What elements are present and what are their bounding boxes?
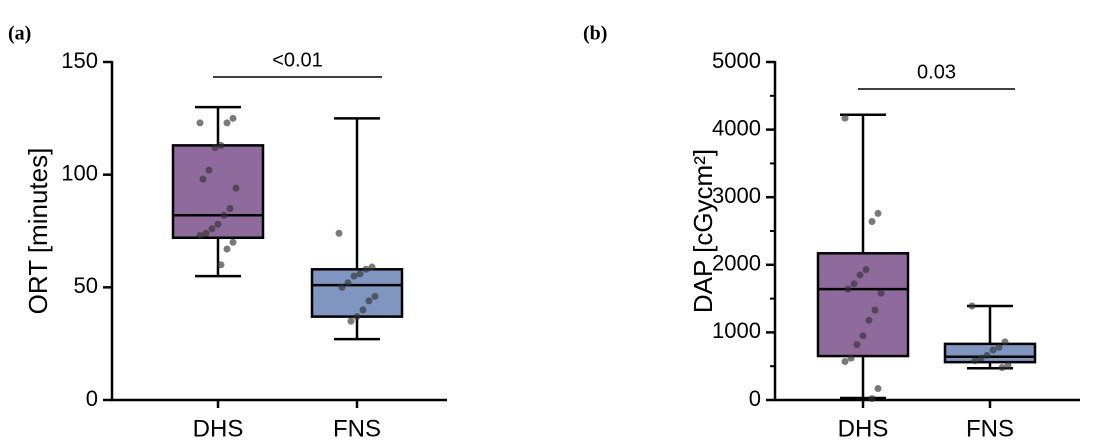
data-point [199,175,207,183]
data-point [353,313,361,321]
y-tick-label: 2000 [712,251,761,276]
y-tick-label: 150 [61,48,98,73]
data-point [847,354,855,362]
data-point [850,280,858,288]
data-point [338,283,346,291]
data-point [841,357,849,365]
data-point [217,141,225,149]
data-point [208,225,216,233]
x-tick-label: FNS [333,415,381,442]
data-point [874,209,882,217]
data-point [229,114,237,122]
data-point [344,279,352,287]
panel-label: (a) [8,23,31,45]
data-point [1004,362,1012,370]
x-tick-label: FNS [966,415,1014,442]
box [943,342,1037,364]
data-point [371,292,379,300]
data-point [968,302,976,310]
data-point [977,354,985,362]
significance-label: 0.03 [917,61,956,83]
data-point [841,114,849,122]
data-point [859,332,867,340]
data-point [335,229,343,237]
data-point [226,204,234,212]
x-tick-label: DHS [838,415,889,442]
data-point [853,341,861,349]
data-point [347,317,355,325]
data-point [365,297,373,305]
data-point [868,395,876,403]
y-tick-label: 3000 [712,183,761,208]
y-tick-label: 0 [749,386,761,411]
data-point [362,265,370,273]
data-point [989,346,997,354]
data-point [971,357,979,365]
data-point [350,272,358,280]
data-point [868,218,876,226]
y-tick-label: 0 [86,386,98,411]
data-point [202,229,210,237]
data-point [356,270,364,278]
data-point [223,245,231,253]
data-point [844,285,852,293]
data-point [211,144,219,152]
y-tick-label: 1000 [712,318,761,343]
data-point [1001,338,1009,346]
y-tick-label: 100 [61,160,98,185]
x-tick-label: DHS [193,415,244,442]
data-point [229,238,237,246]
data-point [865,316,873,324]
data-point [871,306,879,314]
data-point [220,211,228,219]
data-point [196,119,204,127]
data-point [995,343,1003,351]
y-tick-label: 5000 [712,48,761,73]
data-point [368,263,376,271]
data-point [217,261,225,269]
y-tick-label: 4000 [712,115,761,140]
y-axis-label: ORT [minutes] [23,148,53,315]
data-point [874,385,882,393]
data-point [998,364,1006,372]
significance-label: <0.01 [272,49,323,71]
data-point [359,306,367,314]
data-point [856,271,864,279]
data-point [223,119,231,127]
y-tick-label: 50 [74,273,98,298]
data-point [862,266,870,274]
data-point [232,184,240,192]
data-point [205,166,213,174]
data-point [877,289,885,297]
panel-label: (b) [583,23,607,45]
data-point [214,220,222,228]
data-point [196,232,204,240]
box [310,268,404,318]
data-point [983,351,991,359]
y-axis-label: DAP [cGycm²] [688,149,718,313]
